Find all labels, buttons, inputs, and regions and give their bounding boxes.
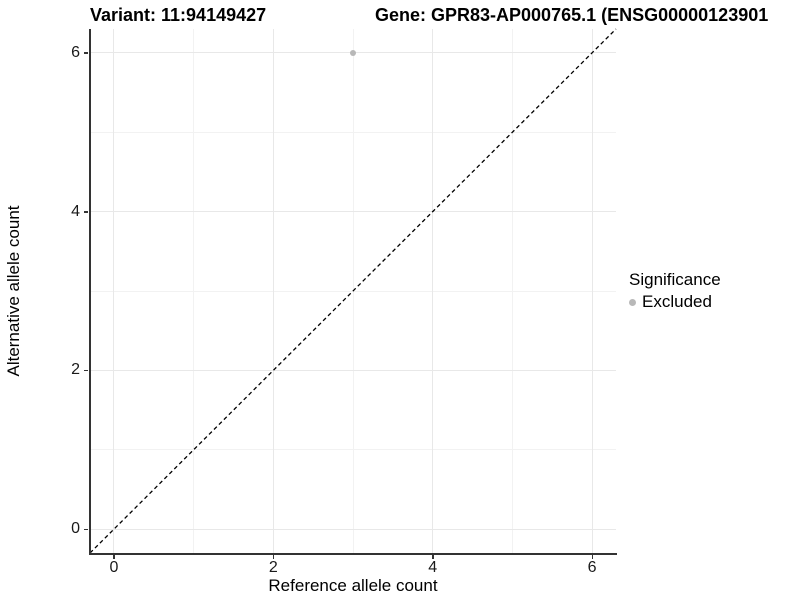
plot-panel <box>89 28 617 554</box>
grid-line-x-major <box>432 29 434 553</box>
x-axis-line <box>89 553 617 555</box>
x-tick-mark <box>113 555 115 559</box>
grid-line-x-major <box>591 29 593 553</box>
x-tick-mark <box>432 555 434 559</box>
y-tick-label: 2 <box>71 361 80 379</box>
x-tick-label: 4 <box>428 559 438 576</box>
x-tick-label: 2 <box>268 559 278 576</box>
legend-item-label: Excluded <box>642 292 712 311</box>
grid-line-y-minor <box>90 449 616 451</box>
y-tick-label: 6 <box>71 43 80 61</box>
y-tick-label: 0 <box>71 520 80 538</box>
y-tick-mark <box>84 211 88 213</box>
y-tick-mark <box>84 52 88 54</box>
y-axis-title-text: Alternative allele count <box>4 205 23 377</box>
x-tick-mark <box>591 555 594 559</box>
x-tick-label: 0 <box>109 559 119 576</box>
legend-title: Significance <box>629 270 721 289</box>
x-tick-mark <box>272 555 275 559</box>
y-axis-title: Alternative allele count <box>2 29 26 553</box>
grid-line-y-major <box>90 528 616 530</box>
y-tick-mark <box>84 528 88 531</box>
legend-item-excluded: Excluded <box>629 292 721 312</box>
grid-line-y-major <box>90 369 616 371</box>
data-point <box>350 49 356 56</box>
y-axis-line <box>89 29 91 554</box>
gene-title: Gene: GPR83-AP000765.1 (ENSG00000123901 <box>375 5 769 25</box>
legend: Significance Excluded <box>629 270 721 312</box>
y-tick-mark <box>84 369 88 372</box>
grid-line-y-minor <box>90 131 616 133</box>
variant-title: Variant: 11:94149427 <box>90 5 267 25</box>
identity-line <box>89 28 617 554</box>
legend-point-icon <box>629 298 636 306</box>
x-axis-title: Reference allele count <box>268 576 438 595</box>
y-tick-label: 4 <box>71 202 80 220</box>
x-tick-label: 6 <box>587 559 597 576</box>
grid-line-x-major <box>272 29 274 553</box>
grid-line-y-major <box>90 211 616 213</box>
grid-line-x-major <box>113 29 115 553</box>
